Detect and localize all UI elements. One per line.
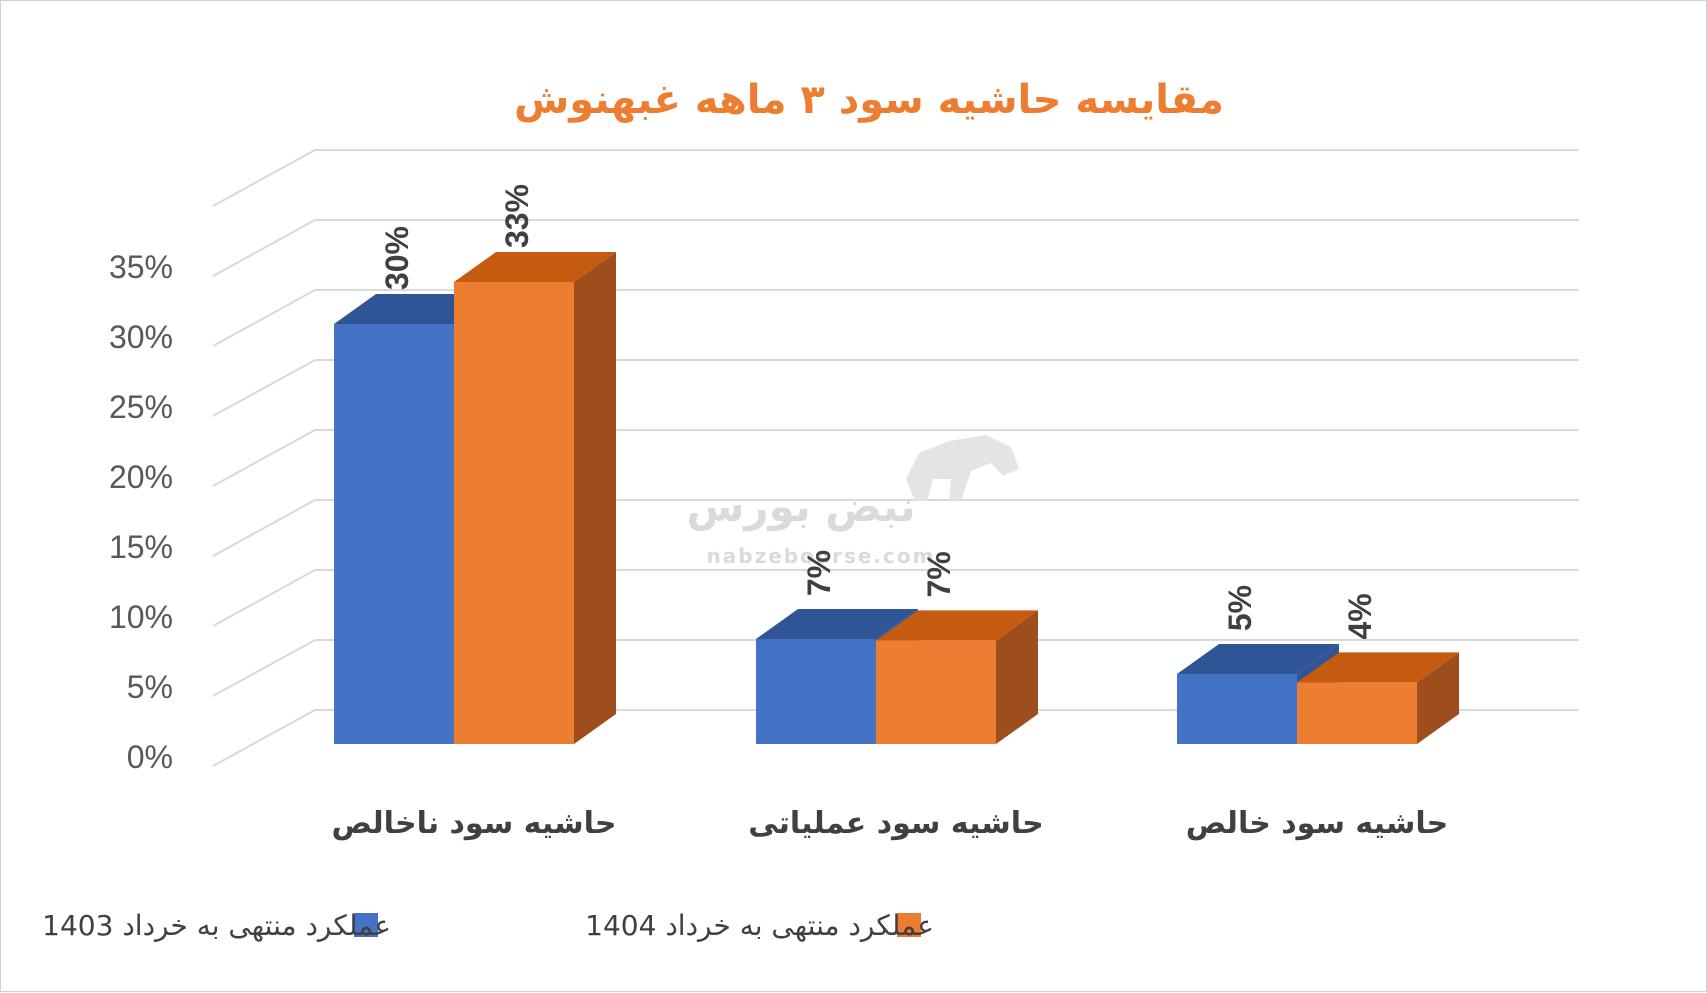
bar-side: [574, 252, 616, 744]
data-label: 7%: [921, 551, 957, 597]
bar: [334, 324, 454, 744]
category-labels: حاشیه سود ناخالص حاشیه سود عملیاتی حاشیه س…: [331, 806, 1448, 841]
bull-logo-icon: [906, 435, 1019, 501]
y-tick-label: 15%: [109, 529, 173, 565]
bar-side: [996, 610, 1038, 744]
watermark-url: nabzebourse.com: [707, 544, 936, 568]
legend-label-1403: عملکرد منتهی به خرداد 1403: [42, 909, 391, 942]
gridline-side: [212, 219, 316, 277]
data-label: 7%: [801, 550, 837, 596]
category-label: حاشیه سود عملیاتی: [748, 806, 1043, 841]
y-tick-label: 10%: [109, 599, 173, 635]
category-label: حاشیه سود خالص: [1186, 806, 1449, 841]
data-label: 5%: [1222, 585, 1258, 631]
y-axis-ticks: 0% 5% 10% 15% 20% 25% 30% 35%: [109, 249, 173, 775]
watermark: نبض بورس nabzebourse.com: [686, 435, 1019, 568]
legend-swatch-1403: [354, 913, 378, 937]
y-tick-label: 25%: [109, 389, 173, 425]
y-tick-label: 30%: [109, 319, 173, 355]
gridline-side: [212, 359, 316, 417]
bar-top: [1177, 644, 1339, 674]
bar: [876, 640, 996, 744]
data-label: 33%: [499, 184, 535, 248]
gridline-side: [212, 429, 316, 487]
chart-title: مقایسه حاشیه سود ۳ ماهه غبهنوش: [514, 77, 1224, 123]
bar: [1177, 674, 1297, 744]
category-label: حاشیه سود ناخالص: [331, 806, 616, 841]
bar: [756, 639, 876, 744]
bar-side: [1417, 652, 1459, 744]
legend-swatch-1404: [897, 913, 921, 937]
y-tick-label: 5%: [127, 669, 173, 705]
gridline-side: [212, 709, 316, 767]
bars: [334, 252, 1459, 744]
gridline-side: [212, 569, 316, 627]
legend-label-1404: عملکرد منتهی به خرداد 1404: [585, 909, 934, 942]
legend: عملکرد منتهی به خرداد 1403 عملکرد منتهی …: [42, 909, 934, 942]
gridline-side: [212, 639, 316, 697]
bar: [1297, 682, 1417, 744]
gridline-side: [212, 499, 316, 557]
watermark-brand: نبض بورس: [686, 482, 915, 532]
y-tick-label: 20%: [109, 459, 173, 495]
bar-top: [454, 252, 616, 282]
data-label: 4%: [1342, 593, 1378, 639]
bar: [454, 282, 574, 744]
data-label: 30%: [379, 226, 415, 290]
bar-top: [876, 610, 1038, 641]
gridline-side: [212, 289, 316, 347]
y-tick-label: 35%: [109, 249, 173, 285]
bar-top: [756, 609, 918, 639]
data-labels: 30% 33% 7% 7% 5% 4%: [379, 184, 1378, 640]
bar-top: [1297, 652, 1459, 683]
y-tick-label: 0%: [127, 739, 173, 775]
gridline-side: [212, 149, 316, 207]
